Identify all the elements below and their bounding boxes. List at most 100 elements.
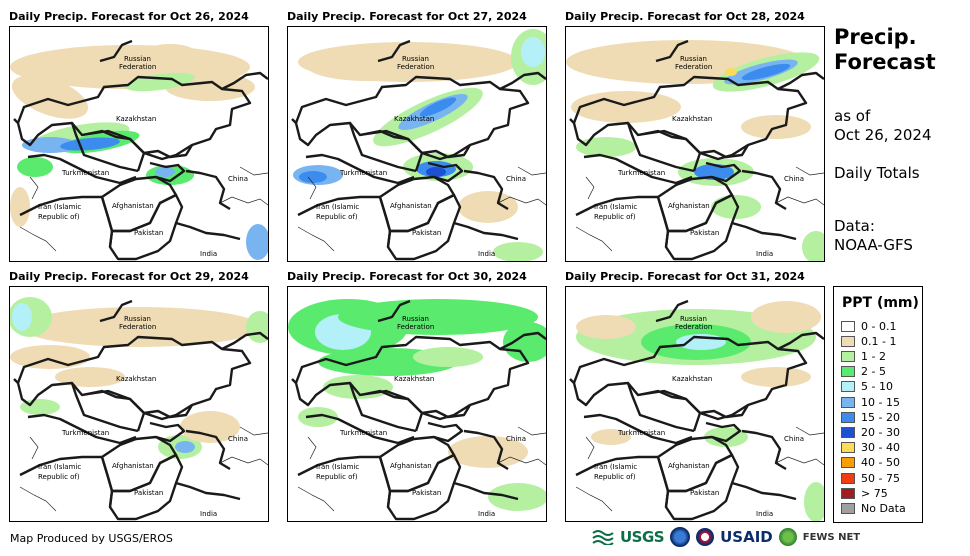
legend-label: 5 - 10 bbox=[861, 380, 893, 394]
legend-swatch bbox=[841, 320, 855, 332]
map-label-pakistan: Pakistan bbox=[690, 229, 719, 237]
country-border bbox=[305, 153, 415, 185]
country-border bbox=[637, 389, 702, 432]
map-label-turkmenistan: Turkmenistan bbox=[339, 429, 387, 437]
legend-item: 10 - 15 bbox=[841, 395, 900, 409]
legend-item: 30 - 40 bbox=[841, 441, 900, 455]
country-border bbox=[81, 129, 146, 172]
legend-label: No Data bbox=[861, 501, 906, 515]
usgs-wave-icon bbox=[592, 530, 614, 545]
country-border bbox=[297, 455, 392, 508]
precip-area bbox=[741, 367, 811, 387]
map-label-india: India bbox=[478, 250, 495, 258]
map-label-russia-line2: Federation bbox=[397, 63, 434, 71]
legend-swatch bbox=[841, 396, 855, 408]
legend-title: PPT (mm) bbox=[842, 295, 919, 311]
country-border bbox=[499, 71, 546, 91]
legend-label: 0.1 - 1 bbox=[861, 334, 897, 348]
precip-area bbox=[488, 483, 546, 511]
map-label-iran-line1: Iran (Islamic bbox=[594, 203, 637, 211]
precip-map[interactable]: Russian Federation Kazakhstan Turkmenistan C… bbox=[9, 286, 269, 522]
legend-swatch bbox=[841, 381, 855, 393]
precip-area bbox=[11, 75, 89, 119]
precip-map[interactable]: Russian Federation Kazakhstan Turkmenistan C… bbox=[9, 26, 269, 262]
coastline bbox=[517, 426, 546, 436]
coastline bbox=[775, 456, 824, 466]
country-border bbox=[569, 118, 575, 124]
country-border bbox=[699, 144, 750, 159]
precip-area bbox=[246, 224, 268, 260]
precip-map[interactable]: Russian Federation Kazakhstan Turkmenistan C… bbox=[287, 26, 547, 262]
precip-map[interactable]: Russian Federation Kazakhstan Turkmenistan C… bbox=[565, 286, 825, 522]
country-border bbox=[575, 195, 670, 248]
legend-swatch bbox=[841, 442, 855, 454]
legend-label: 1 - 2 bbox=[861, 349, 886, 363]
country-border bbox=[499, 331, 546, 351]
country-border bbox=[185, 429, 231, 471]
map-label-india: India bbox=[478, 510, 495, 518]
fews-net-globe-icon bbox=[778, 528, 797, 546]
legend-label: 0 - 0.1 bbox=[861, 319, 897, 333]
country-border bbox=[741, 429, 787, 471]
country-border bbox=[99, 39, 133, 63]
map-label-iran-line1: Iran (Islamic bbox=[594, 463, 637, 471]
country-border bbox=[427, 421, 464, 443]
coastline bbox=[497, 196, 546, 206]
precip-area bbox=[10, 187, 30, 227]
precip-area bbox=[338, 299, 538, 335]
usaid-logo: USAID bbox=[720, 528, 773, 546]
precip-area bbox=[576, 137, 636, 157]
data-source-label: Data: bbox=[834, 217, 875, 235]
coastline bbox=[29, 436, 39, 460]
map-label-iran-line1: Iran (Islamic bbox=[316, 463, 359, 471]
country-border bbox=[583, 153, 693, 185]
map-label-india: India bbox=[756, 250, 773, 258]
map-label-afghanistan: Afghanistan bbox=[390, 462, 432, 470]
country-border bbox=[149, 161, 186, 183]
as-of-date: Oct 26, 2024 bbox=[834, 126, 932, 144]
coastline bbox=[775, 196, 824, 206]
map-label-india: India bbox=[200, 510, 217, 518]
precip-map[interactable]: Russian Federation Kazakhstan Turkmenistan C… bbox=[287, 286, 547, 522]
legend-item: 15 - 20 bbox=[841, 410, 900, 424]
precip-area bbox=[419, 97, 457, 117]
map-label-afghanistan: Afghanistan bbox=[112, 462, 154, 470]
precip-area bbox=[725, 68, 737, 76]
precip-area bbox=[448, 436, 528, 468]
precip-area bbox=[10, 345, 90, 369]
map-label-kazakhstan: Kazakhstan bbox=[116, 115, 156, 123]
legend-swatch bbox=[841, 335, 855, 347]
legend-item: 40 - 50 bbox=[841, 456, 900, 470]
as-of-block: as of Oct 26, 2024 bbox=[834, 107, 932, 145]
legend-label: 10 - 15 bbox=[861, 395, 900, 409]
map-label-afghanistan: Afghanistan bbox=[390, 202, 432, 210]
precip-area bbox=[299, 171, 327, 183]
precip-area bbox=[503, 322, 546, 362]
map-label-russia-line2: Federation bbox=[397, 323, 434, 331]
coastline bbox=[297, 226, 335, 252]
precip-map[interactable]: Russian Federation Kazakhstan Turkmenistan C… bbox=[565, 26, 825, 262]
coastline bbox=[29, 176, 39, 200]
map-label-pakistan: Pakistan bbox=[690, 489, 719, 497]
legend-label: 50 - 75 bbox=[861, 471, 900, 485]
data-source-value: NOAA-GFS bbox=[834, 236, 913, 254]
legend-swatch bbox=[841, 411, 855, 423]
map-label-turkmenistan: Turkmenistan bbox=[61, 169, 109, 177]
precip-area bbox=[246, 311, 268, 343]
coastline bbox=[497, 456, 546, 466]
country-border bbox=[221, 71, 268, 91]
coastline bbox=[795, 426, 824, 436]
as-of-label: as of bbox=[834, 107, 871, 125]
map-label-china: China bbox=[506, 435, 526, 443]
country-border bbox=[81, 389, 146, 432]
panel-title: Daily Precip. Forecast for Oct 27, 2024 bbox=[287, 10, 527, 23]
map-label-china: China bbox=[228, 435, 248, 443]
country-border bbox=[583, 413, 693, 445]
country-border bbox=[377, 39, 411, 63]
legend-swatch bbox=[841, 487, 855, 499]
legend-item: 0 - 0.1 bbox=[841, 319, 896, 333]
map-label-india: India bbox=[756, 510, 773, 518]
panel-title: Daily Precip. Forecast for Oct 28, 2024 bbox=[565, 10, 805, 23]
forecast-heading-line2: Forecast bbox=[834, 50, 936, 74]
